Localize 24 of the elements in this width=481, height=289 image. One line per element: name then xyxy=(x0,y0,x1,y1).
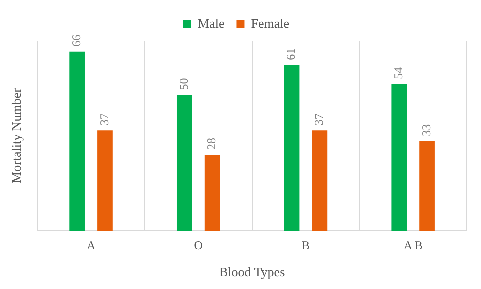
bar xyxy=(420,141,435,231)
bar xyxy=(70,52,85,231)
data-label: 37 xyxy=(97,114,112,126)
data-label: 54 xyxy=(392,67,406,80)
x-tick-label: B xyxy=(302,238,310,252)
x-tick-label: O xyxy=(194,238,204,252)
x-tick-label: A B xyxy=(404,238,423,252)
bar xyxy=(176,95,192,231)
x-tick-label: A xyxy=(86,238,96,252)
legend-label: Female xyxy=(251,16,290,31)
y-axis-title: Mortality Number xyxy=(9,88,24,184)
data-label: 37 xyxy=(312,114,326,126)
data-label: 61 xyxy=(284,48,298,60)
data-label: 66 xyxy=(69,34,84,47)
bar xyxy=(284,65,300,231)
legend-label: Male xyxy=(198,16,225,31)
bar xyxy=(98,130,113,231)
bar xyxy=(392,84,408,231)
data-label: 28 xyxy=(204,138,219,150)
data-label: 33 xyxy=(419,124,434,136)
x-axis-title: Blood Types xyxy=(219,264,286,280)
data-label: 50 xyxy=(176,78,191,90)
bar xyxy=(204,155,220,231)
bar xyxy=(312,130,328,231)
